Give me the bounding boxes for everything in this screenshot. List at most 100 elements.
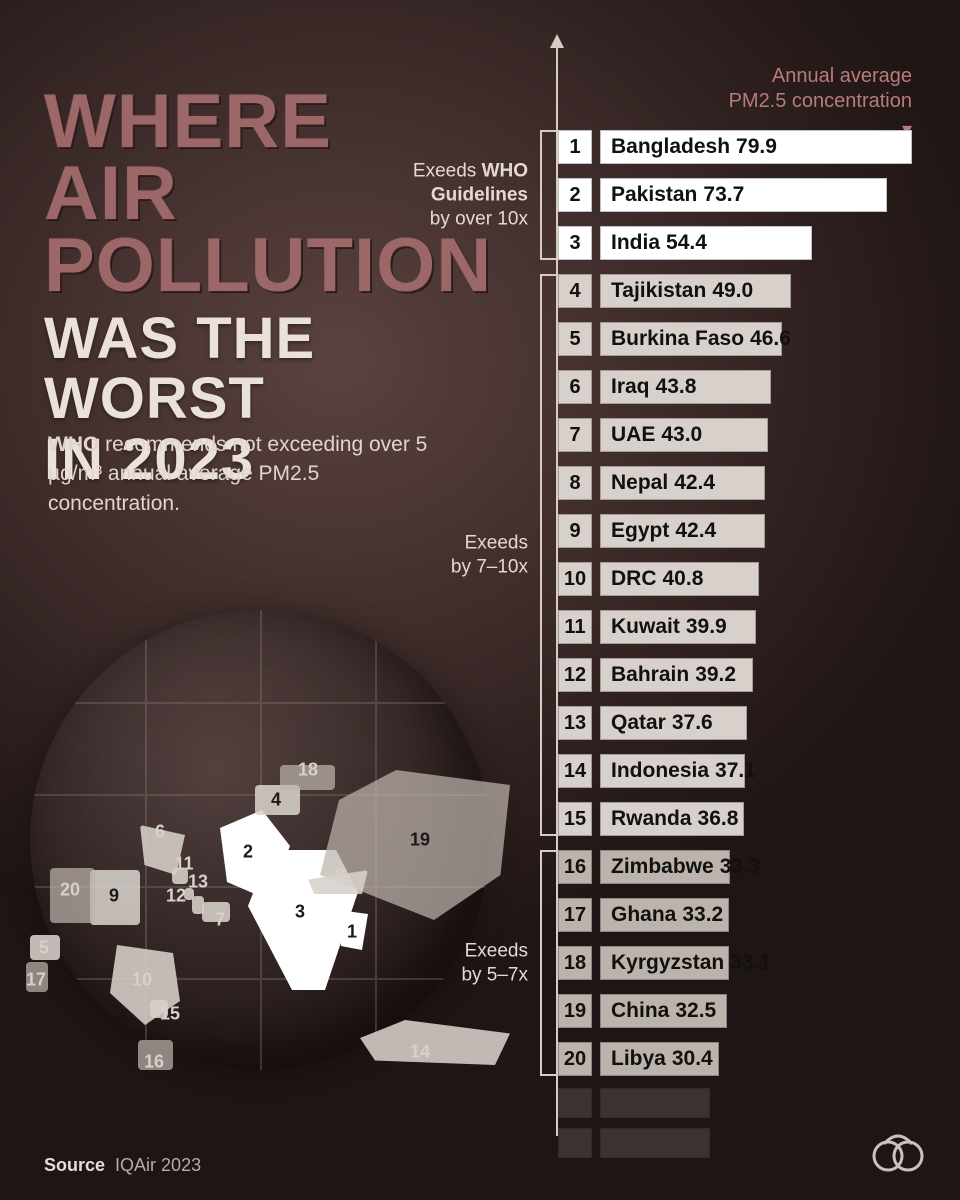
- rank-box: 18: [558, 946, 592, 980]
- bar-row: 18Kyrgyzstan33.1: [600, 944, 930, 984]
- rank-box: 12: [558, 658, 592, 692]
- rank-box: 19: [558, 994, 592, 1028]
- tier-bracket: Exeedsby 5–7x: [540, 850, 542, 1076]
- map-rank-label: 9: [109, 886, 119, 907]
- ghost-bar: [600, 1128, 710, 1158]
- rank-box: 15: [558, 802, 592, 836]
- ghost-bar: [600, 1088, 710, 1118]
- country-bar: Egypt42.4: [600, 514, 765, 548]
- subtitle-l1: Annual average: [772, 65, 912, 87]
- country-bar: India54.4: [600, 226, 812, 260]
- map-rank-label: 12: [166, 886, 186, 907]
- bar-row: 11Kuwait39.9: [600, 608, 930, 648]
- rank-box: 17: [558, 898, 592, 932]
- country-bar: Ghana33.2: [600, 898, 729, 932]
- map-rank-label: 18: [298, 760, 318, 781]
- country-bar: UAE43.0: [600, 418, 768, 452]
- map-rank-label: 3: [295, 902, 305, 923]
- rank-box: 13: [558, 706, 592, 740]
- map-rank-label: 10: [132, 970, 152, 991]
- bar-row: 15Rwanda36.8: [600, 800, 930, 840]
- country-bar: Iraq43.8: [600, 370, 771, 404]
- country-bar: Bahrain39.2: [600, 658, 753, 692]
- ghost-rank: [558, 1128, 592, 1158]
- subtitle-l2: PM2.5 concentration: [729, 90, 912, 112]
- bar-row: 3India54.4: [600, 224, 930, 264]
- map-rank-label: 20: [60, 880, 80, 901]
- bar-row: 12Bahrain39.2: [600, 656, 930, 696]
- rank-box: 2: [558, 178, 592, 212]
- source-label: Source: [44, 1155, 105, 1175]
- bar-row: 6Iraq43.8: [600, 368, 930, 408]
- map-rank-label: 5: [39, 938, 49, 959]
- tier-bracket: Exeeds WHOGuidelinesby over 10x: [540, 130, 542, 260]
- map-rank-label: 15: [160, 1004, 180, 1025]
- country-bar: Rwanda36.8: [600, 802, 744, 836]
- map-rank-label: 6: [155, 822, 165, 843]
- map-rank-label: 19: [410, 830, 430, 851]
- bar-row: 14Indonesia37.1: [600, 752, 930, 792]
- country-bar: Pakistan73.7: [600, 178, 887, 212]
- map-rank-label: 4: [271, 790, 281, 811]
- rank-box: 1: [558, 130, 592, 164]
- bar-row: 17Ghana33.2: [600, 896, 930, 936]
- bar-row: 7UAE43.0: [600, 416, 930, 456]
- rank-box: 20: [558, 1042, 592, 1076]
- rank-box: 4: [558, 274, 592, 308]
- rank-box: 3: [558, 226, 592, 260]
- rank-box: 11: [558, 610, 592, 644]
- rank-box: 6: [558, 370, 592, 404]
- ghost-rank: [558, 1088, 592, 1118]
- bar-row: 13Qatar37.6: [600, 704, 930, 744]
- country-bar: Libya30.4: [600, 1042, 719, 1076]
- title-line-2: POLLUTION: [44, 230, 484, 302]
- country-bar: Qatar37.6: [600, 706, 747, 740]
- country-bar: Zimbabwe33.3: [600, 850, 730, 884]
- map-rank-label: 17: [26, 970, 46, 991]
- map-rank-label: 8: [335, 866, 345, 887]
- country-bar: Nepal42.4: [600, 466, 765, 500]
- rank-box: 16: [558, 850, 592, 884]
- map-rank-label: 16: [144, 1052, 164, 1073]
- tier-bracket-label: Exeedsby 5–7x: [461, 939, 542, 987]
- rank-box: 5: [558, 322, 592, 356]
- country-bar: China32.5: [600, 994, 727, 1028]
- rank-box: 7: [558, 418, 592, 452]
- country-bar: Tajikistan49.0: [600, 274, 791, 308]
- bar-row: 2Pakistan73.7: [600, 176, 930, 216]
- tier-bracket: Exeedsby 7–10x: [540, 274, 542, 836]
- source-value: IQAir 2023: [115, 1155, 201, 1175]
- bar-row: 1Bangladesh79.9: [600, 128, 930, 168]
- bar-row: 19China32.5: [600, 992, 930, 1032]
- bar-row: 8Nepal42.4: [600, 464, 930, 504]
- who-rest: recommends not exceeding over 5 µg/m³ an…: [48, 433, 427, 515]
- bar-row: 5Burkina Faso46.6: [600, 320, 930, 360]
- bar-row: 16Zimbabwe33.3: [600, 848, 930, 888]
- who-bold: WHO: [48, 433, 99, 456]
- country-bar: Kuwait39.9: [600, 610, 756, 644]
- publisher-logo-icon: [866, 1126, 930, 1174]
- country-bar: Indonesia37.1: [600, 754, 745, 788]
- bar-row: 4Tajikistan49.0: [600, 272, 930, 312]
- rank-box: 8: [558, 466, 592, 500]
- rank-box: 9: [558, 514, 592, 548]
- rank-box: 10: [558, 562, 592, 596]
- country-bar: Burkina Faso46.6: [600, 322, 782, 356]
- bar-row: 20Libya30.4: [600, 1040, 930, 1080]
- title-line-3: WAS THE WORST: [44, 309, 484, 431]
- world-map: 1234567891011121314151617181920: [20, 600, 520, 1080]
- country-bar: DRC40.8: [600, 562, 759, 596]
- country-bar: Bangladesh79.9: [600, 130, 912, 164]
- who-recommendation: WHO recommends not exceeding over 5 µg/m…: [48, 430, 428, 518]
- tier-bracket-label: Exeedsby 7–10x: [451, 531, 542, 579]
- map-rank-label: 14: [410, 1042, 430, 1063]
- map-rank-label: 1: [347, 922, 357, 943]
- ranking-bars: 1Bangladesh79.9 2Pakistan73.7 3India54.4 4T…: [600, 128, 930, 1168]
- country-bar: Kyrgyzstan33.1: [600, 946, 729, 980]
- map-rank-label: 7: [215, 910, 225, 931]
- map-rank-label: 13: [188, 872, 208, 893]
- map-rank-label: 2: [243, 842, 253, 863]
- source-credit: Source IQAir 2023: [44, 1155, 201, 1176]
- rank-box: 14: [558, 754, 592, 788]
- tier-bracket-label: Exeeds WHOGuidelinesby over 10x: [413, 159, 542, 230]
